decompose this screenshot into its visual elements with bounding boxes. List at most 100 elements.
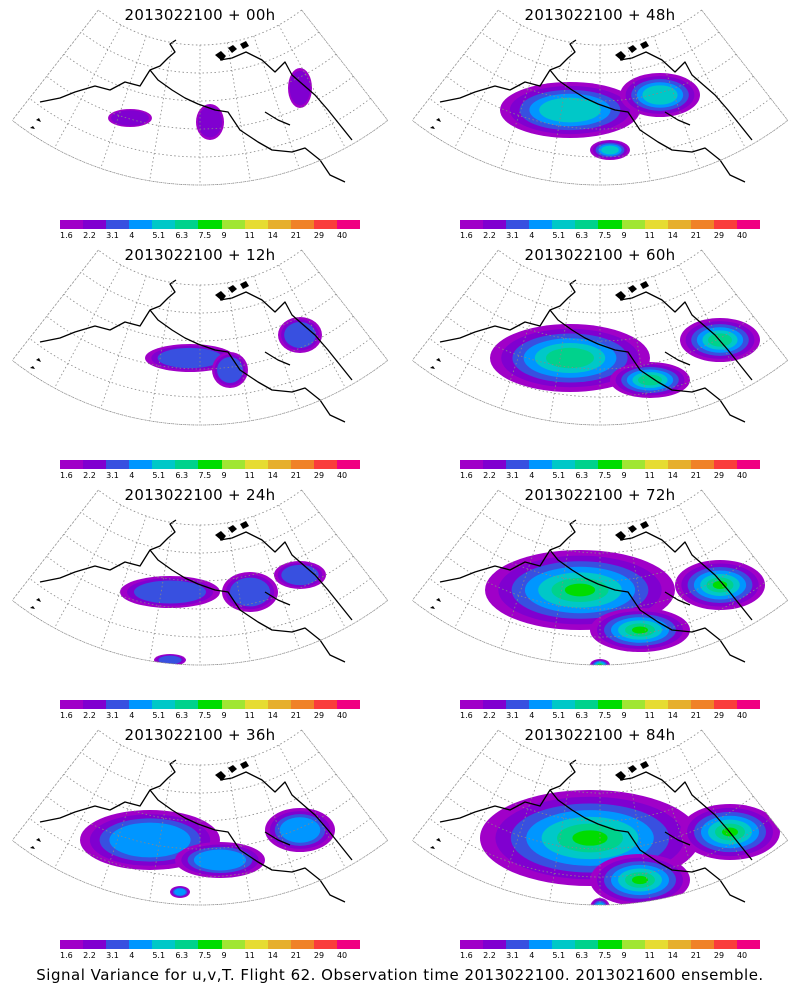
- map-panel-24h: 2013022100 + 24h 1.6 2.2 3.1 4 5.1 6.3 7.5 9 11 1…: [0, 480, 400, 720]
- colorbar-swatch: [175, 220, 199, 229]
- colorbar-swatch: [552, 700, 576, 709]
- colorbar-swatch: [598, 940, 622, 949]
- map-panel-84h: 2013022100 + 84h 1.6 2.2 3.1 4 5.1 6.3 7.5 9 11 1…: [400, 720, 800, 960]
- colorbar: 1.6 2.2 3.1 4 5.1 6.3 7.5 9 11 14 21 29 40: [460, 700, 761, 720]
- colorbar-tick-label: 14: [267, 231, 278, 240]
- parallel-line: [463, 533, 737, 582]
- meridian-line: [11, 489, 99, 601]
- variance-field: [500, 73, 700, 160]
- coastline: [39, 39, 353, 183]
- variance-patch: [572, 830, 608, 846]
- colorbar-tick-label: 5.1: [552, 231, 566, 240]
- parallel-line: [480, 271, 720, 314]
- colorbar-swatch: [529, 220, 553, 229]
- colorbar-tick-label: 14: [267, 471, 278, 480]
- variance-patch: [642, 85, 678, 105]
- colorbar-tick-label: 21: [690, 951, 701, 960]
- colorbar-swatch: [575, 700, 599, 709]
- colorbar-tick-label: 4: [129, 231, 135, 240]
- colorbar: 1.6 2.2 3.1 4 5.1 6.3 7.5 9 11 14 21 29 40: [60, 700, 361, 720]
- colorbar: 1.6 2.2 3.1 4 5.1 6.3 7.5 9 11 14 21 29 40: [460, 220, 761, 240]
- meridian-line: [500, 755, 547, 889]
- colorbar-tick-label: 3.1: [506, 231, 519, 240]
- variance-patch: [193, 849, 247, 871]
- colorbar-swatch: [529, 460, 553, 469]
- colorbar-tick-label: 1.6: [460, 231, 473, 240]
- colorbar-swatch: [106, 220, 130, 229]
- graticule: [11, 729, 389, 906]
- colorbar-labels: 1.6 2.2 3.1 4 5.1 6.3 7.5 9 11 14 21 29 40: [460, 471, 760, 480]
- parallel-line: [29, 817, 371, 878]
- parallel-line: [80, 31, 320, 74]
- colorbar-swatch: [175, 940, 199, 949]
- colorbar-swatch: [221, 220, 245, 229]
- map-panel-48h: 2013022100 + 48h 1.6 2.2 3.1 4 5.1 6.3 7.5 9 11 1…: [400, 0, 800, 240]
- meridian-line: [226, 762, 251, 901]
- colorbar-swatch: [313, 940, 337, 949]
- colorbar-swatch: [552, 460, 576, 469]
- variance-field: [80, 808, 335, 898]
- colorbar-swatch: [336, 940, 361, 949]
- colorbar-tick-label: 2.2: [483, 471, 496, 480]
- colorbar-swatch: [267, 940, 291, 949]
- figure-caption: Signal Variance for u,v,T. Flight 62. Ob…: [36, 966, 764, 984]
- colorbar-tick-label: 9: [221, 231, 227, 240]
- variance-patch: [598, 664, 602, 665]
- coastline: [439, 279, 753, 423]
- variance-patch: [597, 905, 603, 911]
- parallel-line: [29, 97, 371, 158]
- variance-field: [145, 317, 322, 388]
- colorbar-tick-label: 2.2: [483, 231, 496, 240]
- colorbar-swatch: [313, 460, 337, 469]
- colorbar-tick-label: 2.2: [483, 951, 496, 960]
- parallel-line: [80, 271, 320, 314]
- meridian-line: [701, 249, 789, 361]
- colorbar-tick-label: 3.1: [106, 231, 119, 240]
- colorbar-tick-label: 2.2: [483, 711, 496, 720]
- colorbar-tick-label: 1.6: [60, 471, 73, 480]
- colorbar-tick-label: 21: [290, 951, 301, 960]
- colorbar-swatch: [198, 940, 222, 949]
- colorbar-swatch: [644, 940, 668, 949]
- meridian-line: [301, 489, 389, 601]
- colorbar-swatch: [621, 460, 645, 469]
- colorbar-swatch: [483, 460, 507, 469]
- variance-field: [480, 790, 780, 911]
- variance-patch: [546, 347, 594, 369]
- panel-title: 2013022100 + 12h: [124, 246, 276, 264]
- meridian-line: [11, 249, 99, 361]
- variance-field: [485, 550, 765, 665]
- colorbar-swatch: [60, 220, 84, 229]
- colorbar-swatch: [598, 700, 622, 709]
- map-panel-00h: 2013022100 + 00h 1.6 2.2 3.1 4 5.1 6.3 7.5 9 11 1…: [0, 0, 400, 240]
- parallel-line: [80, 751, 320, 794]
- meridian-line: [626, 282, 651, 421]
- coastline: [439, 759, 753, 903]
- colorbar-tick-label: 3.1: [506, 711, 519, 720]
- colorbar-tick-label: 6.3: [575, 711, 589, 720]
- meridian-line: [226, 522, 251, 661]
- graticule: [11, 249, 389, 426]
- parallel-line: [463, 773, 737, 822]
- colorbar-swatch: [460, 940, 484, 949]
- colorbar-swatch: [575, 220, 599, 229]
- colorbar-swatch: [621, 700, 645, 709]
- colorbar-tick-label: 1.6: [60, 951, 73, 960]
- colorbar-tick-label: 9: [621, 711, 627, 720]
- colorbar-swatch: [690, 940, 714, 949]
- meridian-line: [701, 729, 789, 841]
- colorbar-swatch: [152, 220, 176, 229]
- parallel-line: [480, 31, 720, 74]
- meridian-line: [149, 522, 174, 661]
- colorbar-swatch: [60, 700, 84, 709]
- colorbar-tick-label: 1.6: [60, 711, 73, 720]
- colorbar: 1.6 2.2 3.1 4 5.1 6.3 7.5 9 11 14 21 29 40: [60, 940, 361, 960]
- colorbar-tick-label: 6.3: [575, 231, 589, 240]
- colorbar-swatch: [290, 220, 314, 229]
- meridian-line: [253, 35, 300, 169]
- coastline: [439, 39, 753, 183]
- colorbar-swatch: [83, 220, 107, 229]
- meridian-line: [454, 264, 522, 389]
- colorbar-labels: 1.6 2.2 3.1 4 5.1 6.3 7.5 9 11 14 21 29 40: [460, 951, 760, 960]
- colorbar-swatch: [267, 700, 291, 709]
